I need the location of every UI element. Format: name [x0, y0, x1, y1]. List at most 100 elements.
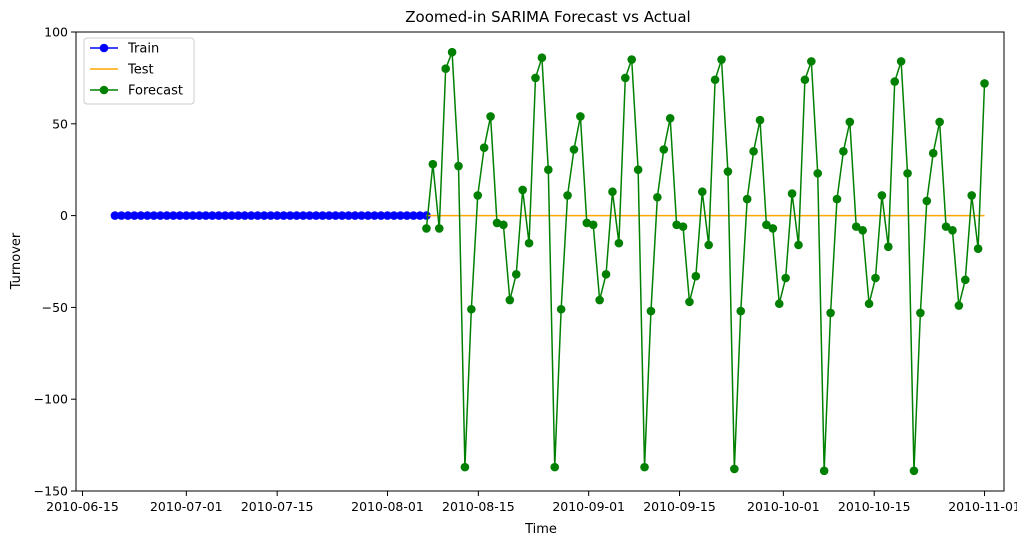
- data-point: [117, 211, 126, 220]
- data-point: [305, 211, 314, 220]
- data-point: [819, 466, 829, 476]
- data-point: [370, 211, 379, 220]
- data-point: [646, 306, 656, 316]
- data-point: [723, 167, 733, 176]
- data-point: [858, 225, 867, 235]
- data-point: [595, 295, 604, 305]
- x-tick-label: 2010-08-01: [351, 499, 424, 514]
- data-point: [941, 222, 951, 231]
- data-point: [298, 211, 308, 220]
- data-point: [832, 194, 842, 204]
- data-point: [110, 211, 120, 220]
- x-axis: 2010-06-15 2010-07-01 2010-07-15 2010-08-01…: [46, 491, 1017, 514]
- data-point: [415, 211, 425, 220]
- legend-box: [83, 37, 195, 105]
- data-point: [935, 117, 944, 127]
- data-point: [890, 77, 900, 86]
- y-tick-label: 100: [44, 25, 68, 40]
- data-point: [479, 143, 489, 152]
- data-point: [980, 79, 989, 88]
- data-point: [948, 225, 957, 235]
- data-point: [710, 75, 720, 85]
- data-point: [499, 220, 508, 230]
- data-point: [285, 211, 295, 220]
- data-point: [768, 224, 778, 233]
- legend: Train Test Forecast: [83, 37, 195, 105]
- data-point: [954, 301, 964, 310]
- data-point: [402, 211, 412, 220]
- data-point: [736, 306, 746, 316]
- data-point: [396, 211, 405, 220]
- chart-title: Zoomed-in SARIMA Forecast vs Actual: [405, 8, 690, 26]
- data-point: [123, 211, 133, 220]
- data-point: [311, 211, 321, 220]
- data-point: [207, 211, 217, 220]
- data-point: [175, 211, 185, 220]
- data-point: [344, 211, 353, 220]
- data-point: [627, 55, 637, 64]
- series-line: [425, 51, 986, 471]
- data-point: [240, 211, 250, 220]
- data-point: [633, 165, 643, 174]
- y-axis-label: Turnover: [9, 232, 24, 290]
- data-point: [531, 73, 540, 83]
- plot-area: [75, 31, 1005, 492]
- x-tick-label: 2010-08-15: [442, 499, 515, 514]
- legend-label: Train: [127, 42, 159, 57]
- data-point: [389, 211, 399, 220]
- data-point: [201, 211, 211, 220]
- data-point: [473, 191, 483, 200]
- data-point: [136, 211, 146, 220]
- legend-marker: [99, 85, 109, 95]
- data-point: [441, 64, 450, 74]
- data-point: [169, 211, 178, 220]
- data-point: [588, 220, 598, 230]
- data-point: [614, 238, 624, 248]
- legend-marker: [99, 43, 109, 53]
- data-point: [903, 169, 912, 178]
- data-point: [331, 211, 340, 220]
- data-point: [730, 464, 739, 474]
- data-point: [162, 211, 172, 220]
- data-point: [467, 304, 476, 314]
- data-point: [787, 189, 797, 198]
- data-point: [318, 211, 327, 220]
- data-point: [149, 211, 159, 220]
- data-point: [544, 165, 553, 174]
- data-point: [454, 161, 463, 171]
- data-point: [601, 270, 611, 279]
- data-point: [422, 224, 431, 233]
- data-point: [665, 113, 675, 123]
- data-point: [762, 220, 771, 230]
- x-tick-label: 2010-07-15: [241, 499, 314, 514]
- data-point: [233, 211, 243, 220]
- x-tick-label: 2010-09-01: [552, 499, 625, 514]
- data-point: [511, 270, 521, 279]
- x-tick-label: 2010-09-15: [643, 499, 716, 514]
- data-point: [324, 211, 334, 220]
- data-point: [781, 273, 790, 283]
- data-point: [896, 57, 906, 66]
- data-point: [266, 211, 275, 220]
- data-point: [227, 211, 237, 220]
- data-point: [460, 462, 470, 472]
- data-point: [524, 238, 534, 248]
- series-layer: [110, 47, 989, 476]
- data-point: [640, 462, 649, 472]
- data-point: [749, 147, 758, 156]
- data-point: [621, 73, 630, 83]
- data-point: [576, 112, 585, 121]
- y-tick-label: −100: [34, 392, 68, 407]
- legend-label: Forecast: [128, 84, 183, 99]
- data-point: [967, 191, 976, 200]
- data-point: [717, 55, 726, 64]
- data-point: [678, 222, 688, 231]
- data-point: [505, 295, 515, 305]
- x-tick-label: 2010-11-01: [948, 499, 1017, 514]
- data-point: [928, 148, 938, 158]
- data-point: [813, 169, 823, 178]
- data-point: [156, 211, 165, 220]
- data-point: [569, 145, 579, 154]
- data-point: [143, 211, 152, 220]
